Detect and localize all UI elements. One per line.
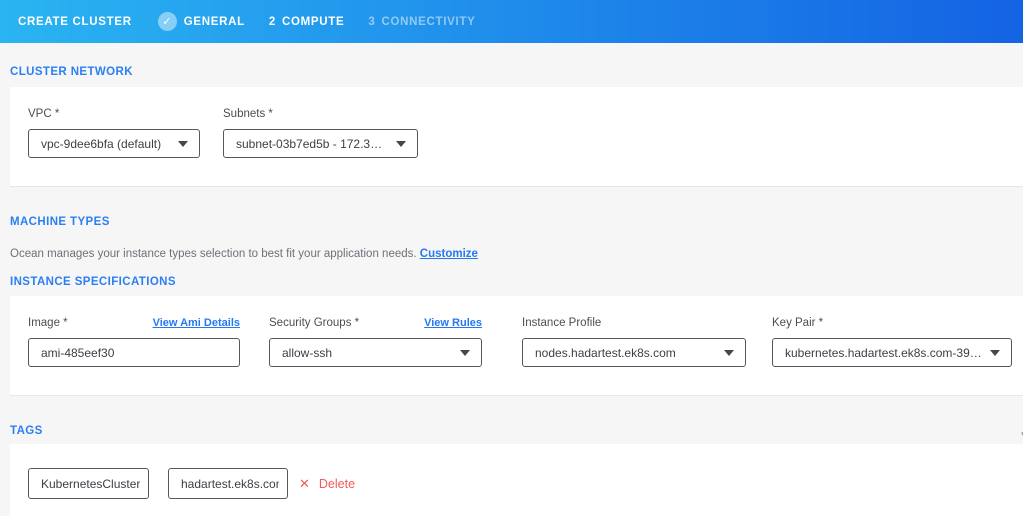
image-label: Image * xyxy=(28,317,68,329)
vpc-selected-value: vpc-9dee6bfa (default) xyxy=(41,136,162,151)
tag-value-input[interactable] xyxy=(168,468,288,499)
security-groups-label: Security Groups * xyxy=(269,317,360,329)
step-compute-label: COMPUTE xyxy=(281,15,345,28)
image-input[interactable] xyxy=(28,338,240,367)
cluster-network-heading: CLUSTER NETWORK xyxy=(10,66,133,78)
instance-profile-field: Instance Profile nodes.hadartest.ek8s.co… xyxy=(522,317,746,367)
tags-heading: TAGS xyxy=(10,425,43,437)
instance-profile-label: Instance Profile xyxy=(522,317,602,329)
view-ami-details-link[interactable]: View Ami Details xyxy=(152,317,240,329)
dropdown-caret-icon xyxy=(460,349,470,356)
security-groups-selected-value: allow-ssh xyxy=(282,345,333,360)
vpc-select[interactable]: vpc-9dee6bfa (default) xyxy=(28,129,200,158)
step-general[interactable]: ✓ GENERAL xyxy=(157,12,245,31)
subnets-label: Subnets * xyxy=(223,108,273,120)
dropdown-caret-icon xyxy=(724,349,734,356)
machine-types-heading: MACHINE TYPES xyxy=(10,216,110,228)
step-connectivity-label: CONNECTIVITY xyxy=(381,15,476,28)
instance-profile-selected-value: nodes.hadartest.ek8s.com xyxy=(535,345,676,360)
subnets-select[interactable]: subnet-03b7ed5b - 172.31.0.0/20 ... xyxy=(223,129,418,158)
check-circle-icon: ✓ xyxy=(157,12,177,31)
subnets-field: Subnets * subnet-03b7ed5b - 172.31.0.0/2… xyxy=(223,108,418,158)
step-general-label: GENERAL xyxy=(183,15,245,28)
vpc-label: VPC * xyxy=(28,108,60,120)
instance-profile-select[interactable]: nodes.hadartest.ek8s.com xyxy=(522,338,746,367)
customize-link[interactable]: Customize xyxy=(419,248,478,260)
delete-tag-button[interactable]: ✕ Delete xyxy=(299,476,355,492)
subnets-selected-value: subnet-03b7ed5b - 172.31.0.0/20 ... xyxy=(236,136,388,151)
tags-heading-row: TAGS ▾ xyxy=(0,425,1023,441)
cluster-network-panel: VPC * vpc-9dee6bfa (default) Subnets * s… xyxy=(10,87,1023,187)
delete-x-icon: ✕ xyxy=(299,475,310,491)
security-groups-field: Security Groups * View Rules allow-ssh xyxy=(269,317,482,367)
machine-types-description-text: Ocean manages your instance types select… xyxy=(10,248,417,260)
check-icon: ✓ xyxy=(162,16,173,28)
image-field: Image * View Ami Details xyxy=(28,317,240,367)
key-pair-field: Key Pair * kubernetes.hadartest.ek8s.com… xyxy=(772,317,1012,367)
step-connectivity-number: 3 xyxy=(368,15,376,28)
instance-specifications-heading: INSTANCE SPECIFICATIONS xyxy=(10,276,176,288)
tag-key-input[interactable] xyxy=(28,468,149,499)
key-pair-selected-value: kubernetes.hadartest.ek8s.com-39:84:a5:9… xyxy=(785,345,982,360)
view-rules-link[interactable]: View Rules xyxy=(424,317,482,329)
delete-tag-label: Delete xyxy=(318,476,356,491)
dropdown-caret-icon xyxy=(396,140,406,147)
step-connectivity[interactable]: 3 CONNECTIVITY xyxy=(368,16,475,28)
page-title: CREATE CLUSTER xyxy=(18,15,132,28)
machine-types-description: Ocean manages your instance types select… xyxy=(0,248,1023,260)
tags-collapse-icon[interactable]: ▾ xyxy=(1021,429,1023,442)
key-pair-select[interactable]: kubernetes.hadartest.ek8s.com-39:84:a5:9… xyxy=(772,338,1012,367)
wizard-header: CREATE CLUSTER ✓ GENERAL 2 COMPUTE 3 CON… xyxy=(0,0,1023,43)
instance-specifications-panel: Image * View Ami Details Security Groups… xyxy=(10,296,1023,396)
dropdown-caret-icon xyxy=(990,349,1000,356)
key-pair-label: Key Pair * xyxy=(772,317,824,329)
step-compute[interactable]: 2 COMPUTE xyxy=(269,16,345,28)
tag-row: ✕ Delete xyxy=(10,444,1023,499)
step-compute-number: 2 xyxy=(268,15,276,28)
tags-panel: ✕ Delete xyxy=(10,444,1023,516)
security-groups-select[interactable]: allow-ssh xyxy=(269,338,482,367)
dropdown-caret-icon xyxy=(178,140,188,147)
vpc-field: VPC * vpc-9dee6bfa (default) xyxy=(28,108,200,158)
